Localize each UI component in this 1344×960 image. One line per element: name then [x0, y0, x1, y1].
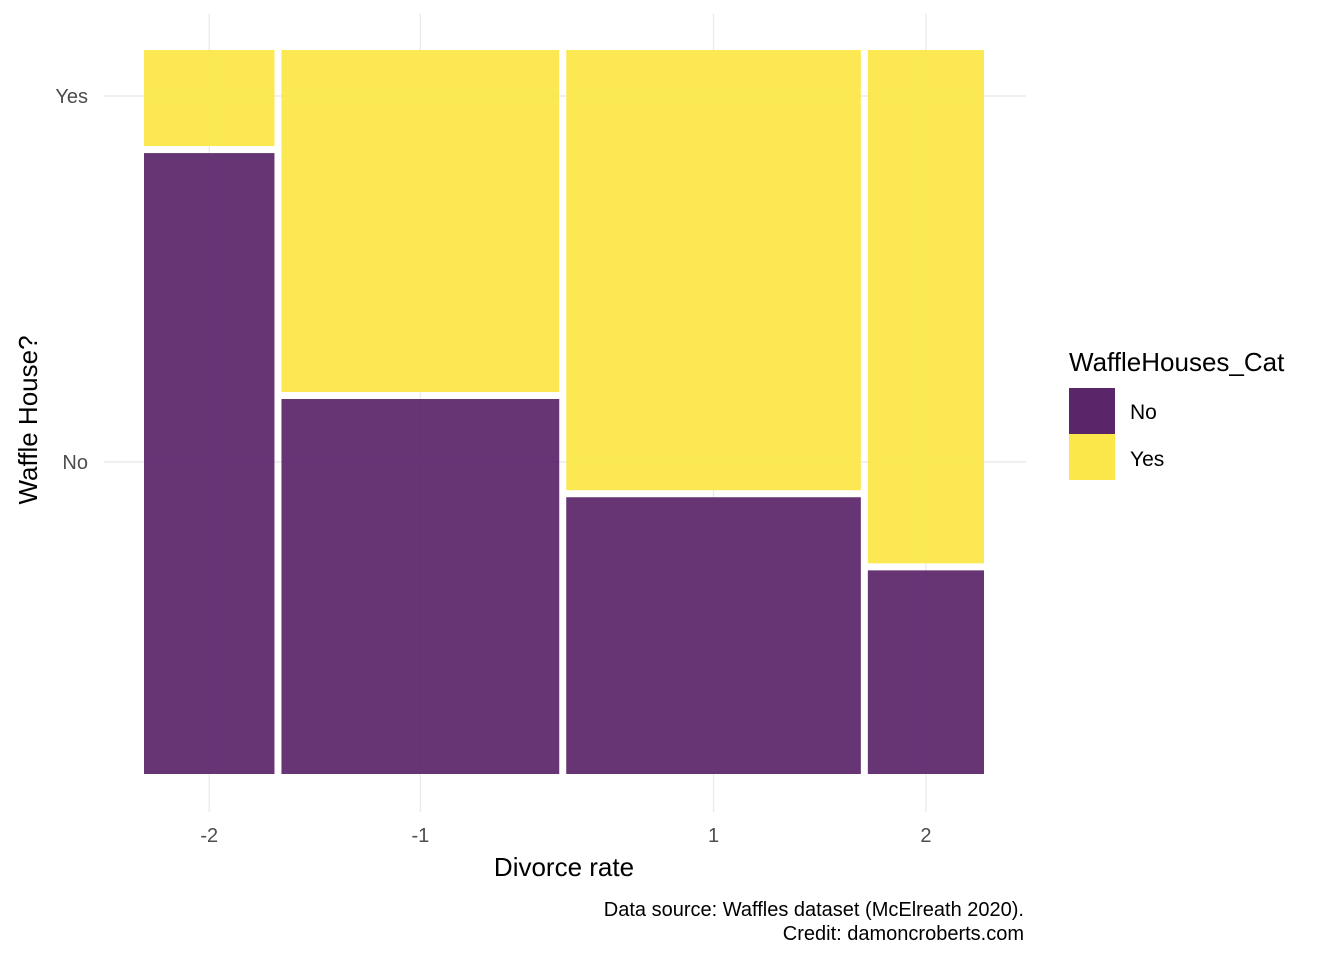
y-axis-title: Waffle House? — [13, 335, 43, 504]
x-tick-label: -2 — [200, 825, 218, 847]
legend-label-yes: Yes — [1130, 448, 1164, 471]
legend: WaffleHouses_Cat No Yes — [1069, 347, 1285, 480]
y-tick-label: No — [62, 452, 88, 474]
tile-yes--1 — [281, 50, 560, 393]
x-axis-title: Divorce rate — [494, 852, 634, 882]
caption-line-1: Data source: Waffles dataset (McElreath … — [604, 899, 1024, 921]
tile-no--2 — [144, 153, 275, 774]
tiles — [144, 50, 984, 774]
x-tick-labels: -2 -1 1 2 — [200, 825, 931, 847]
x-tick-label: 2 — [920, 825, 931, 847]
tile-yes--2 — [144, 50, 275, 147]
legend-key-no — [1069, 388, 1115, 434]
y-tick-label: Yes — [55, 86, 88, 108]
x-tick-label: 1 — [708, 825, 719, 847]
caption-line-2: Credit: damoncroberts.com — [783, 923, 1024, 945]
tile-yes-1 — [566, 50, 861, 491]
legend-title: WaffleHouses_Cat — [1069, 347, 1285, 377]
tile-no--1 — [281, 399, 560, 774]
y-tick-labels: No Yes — [55, 86, 88, 474]
tile-yes-2 — [867, 50, 984, 564]
tile-no-2 — [867, 570, 984, 774]
tile-no-1 — [566, 497, 861, 774]
x-tick-label: -1 — [411, 825, 429, 847]
legend-key-yes — [1069, 434, 1115, 480]
legend-label-no: No — [1130, 401, 1157, 424]
